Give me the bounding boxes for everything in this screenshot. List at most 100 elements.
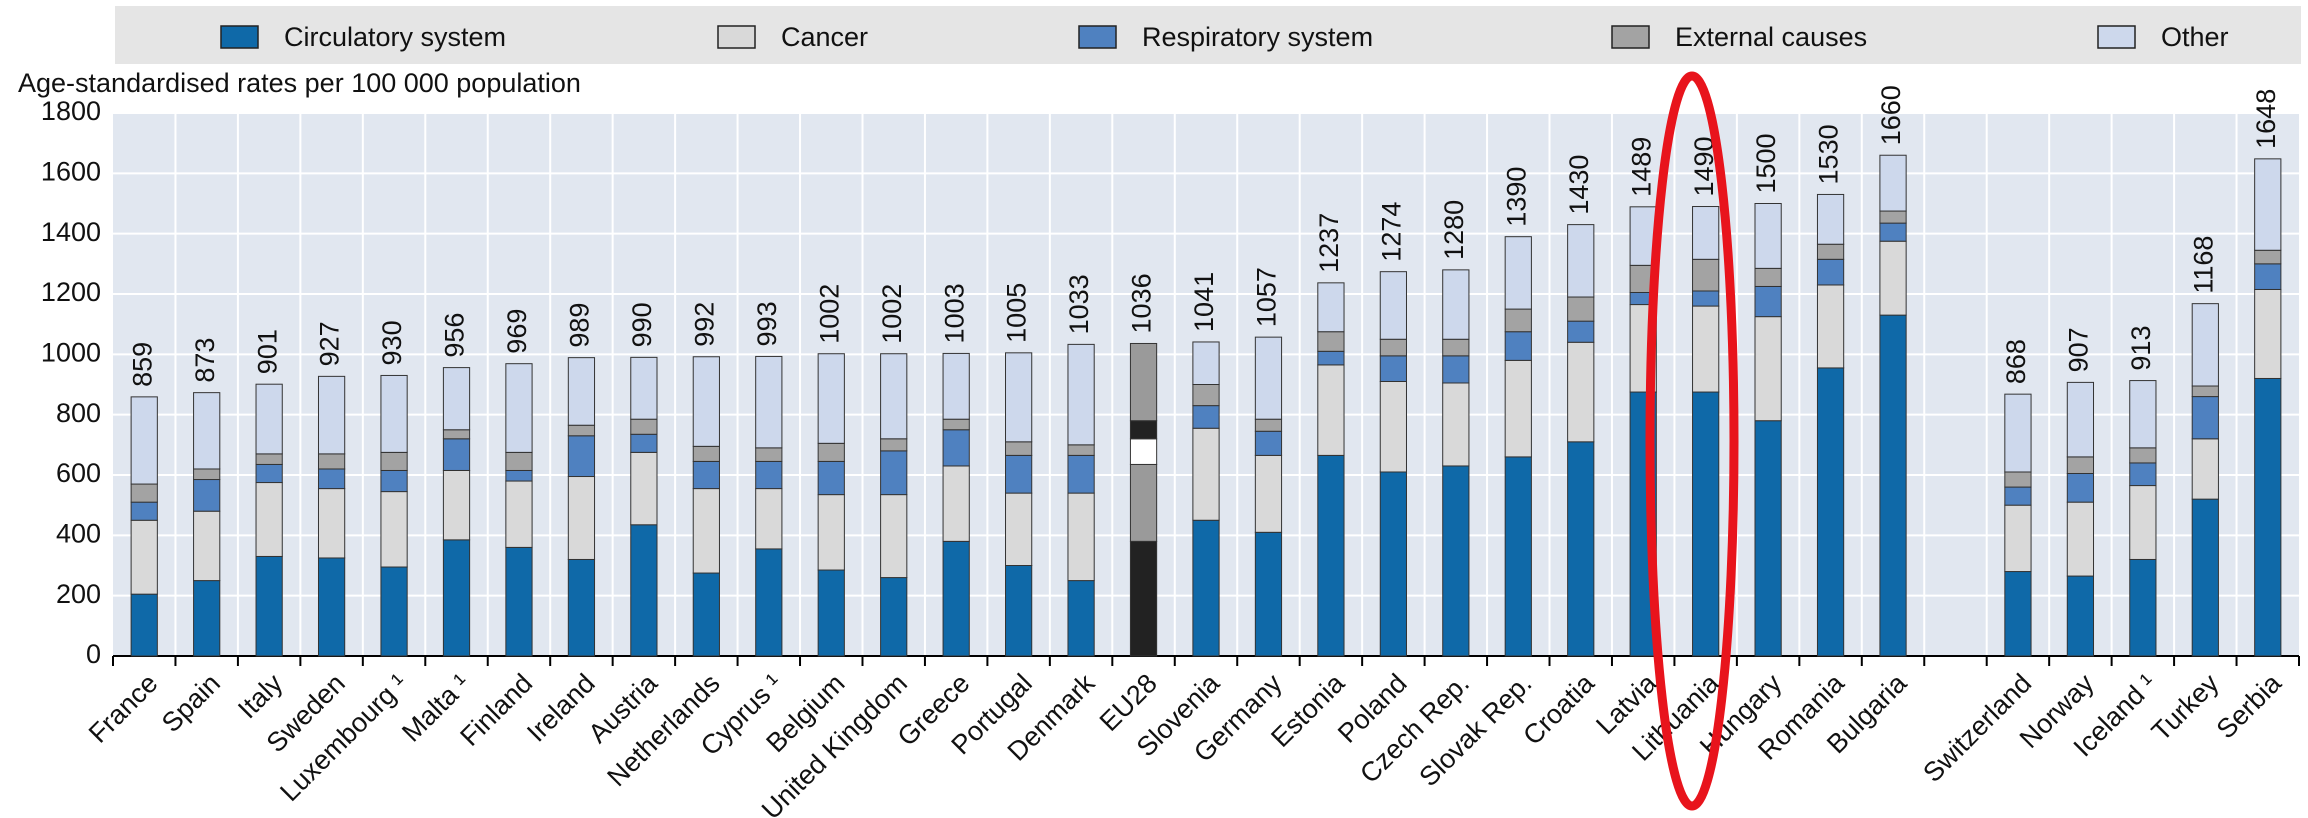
bar-segment: [1692, 206, 1720, 260]
bar-segment: [942, 540, 970, 657]
bar-segment: [630, 451, 658, 526]
total-label: 1280: [1439, 200, 1469, 260]
bar-segment: [1754, 316, 1782, 422]
bar-segment: [1379, 355, 1407, 382]
bar-segment: [817, 442, 845, 462]
bar-segment: [130, 483, 158, 503]
bar-segment: [193, 392, 221, 470]
bar-segment: [255, 383, 283, 455]
bar-segment: [2066, 472, 2095, 503]
bar-segment: [2066, 575, 2095, 657]
total-label: 956: [440, 313, 470, 358]
total-label: 868: [2001, 339, 2031, 384]
bar-segment: [692, 445, 720, 462]
bar-segment: [1067, 454, 1095, 494]
bar-segment: [692, 572, 720, 657]
bar-segment: [1504, 308, 1532, 333]
bar-segment: [1067, 492, 1095, 582]
bar-segment: [1567, 341, 1595, 443]
bar-segment: [2004, 393, 2032, 473]
bar-segment: [1567, 296, 1595, 322]
bar-segment: [942, 465, 970, 542]
bar-segment: [692, 460, 720, 490]
total-label: 993: [752, 301, 782, 346]
bar-segment: [1254, 336, 1283, 420]
bar-segment: [2004, 571, 2032, 657]
x-tick-label: France: [83, 668, 164, 749]
bar-segment: [130, 396, 158, 485]
total-label: 1390: [1501, 167, 1531, 227]
bar-segment: [1754, 285, 1782, 318]
x-tick-label: Croatia: [1517, 667, 1600, 750]
total-label: 1033: [1064, 274, 1094, 334]
total-label: 1489: [1626, 137, 1656, 197]
x-tick-label: Spain: [156, 668, 226, 738]
bar-segment: [755, 488, 783, 550]
bar-segment: [1692, 305, 1720, 393]
bar-segment: [2066, 381, 2095, 458]
bar-segment: [1879, 210, 1907, 224]
bar-segment: [755, 447, 783, 462]
legend-swatch: [220, 25, 259, 49]
total-label: 907: [2064, 327, 2094, 372]
bar-segment: [255, 453, 283, 465]
bar-segment: [1879, 222, 1907, 242]
bar-segment: [755, 355, 783, 449]
bar-segment: [567, 357, 596, 426]
bar-segment: [880, 577, 908, 657]
legend-swatch: [1611, 25, 1650, 49]
total-label: 873: [190, 338, 220, 383]
bar-segment: [2191, 498, 2219, 657]
bar-segment: [1442, 465, 1470, 657]
bar-segment: [942, 352, 970, 420]
total-label: 969: [502, 309, 532, 354]
total-label: 1041: [1189, 272, 1219, 332]
bar-segment: [1567, 320, 1595, 343]
bar-segment: [880, 450, 908, 496]
bar-segment: [1129, 438, 1158, 465]
bar-segment: [505, 546, 533, 657]
bar-segment: [1879, 314, 1907, 657]
bar-segment: [817, 494, 845, 571]
bar-segment: [1254, 418, 1283, 432]
x-tick-label: Ireland: [521, 668, 601, 748]
bar-segment: [317, 468, 346, 490]
bar-segment: [130, 519, 158, 595]
total-label: 1036: [1127, 273, 1157, 333]
bar-segment: [193, 479, 221, 512]
legend-swatch: [2097, 25, 2136, 49]
y-tick-label: 200: [56, 579, 101, 609]
legend-label: Cancer: [781, 22, 868, 52]
total-label: 992: [689, 302, 719, 347]
bar-segment: [255, 555, 283, 657]
bar-segment: [2254, 288, 2282, 379]
bar-segment: [1816, 284, 1845, 369]
bar-segment: [317, 375, 346, 455]
total-label: 990: [627, 302, 657, 347]
bar-segment: [1816, 243, 1845, 260]
bar-segment: [755, 548, 783, 657]
bar-segment: [317, 557, 346, 657]
bar-segment: [255, 482, 283, 557]
bar-segment: [380, 566, 408, 657]
bar-segment: [1379, 380, 1407, 473]
bar-segment: [1754, 420, 1782, 657]
bar-segment: [130, 501, 158, 521]
bar-segment: [380, 469, 408, 493]
bar-segment: [505, 363, 533, 453]
x-tick-label: Turkey: [2146, 668, 2225, 747]
bar-segment: [1317, 350, 1345, 366]
bar-segment: [1504, 331, 1532, 361]
total-label: 901: [252, 329, 282, 374]
total-label: 1168: [2188, 236, 2218, 294]
total-label: 913: [2126, 326, 2156, 371]
bar-segment: [1192, 384, 1220, 407]
bar-segment: [1754, 203, 1782, 269]
bar-segment: [2066, 456, 2095, 474]
bar-segment: [567, 435, 596, 478]
bar-segment: [255, 463, 283, 484]
total-label: 1005: [1002, 283, 1032, 343]
bar-segment: [2129, 462, 2157, 487]
total-label: 930: [377, 320, 407, 365]
legend-background: [115, 6, 2301, 64]
